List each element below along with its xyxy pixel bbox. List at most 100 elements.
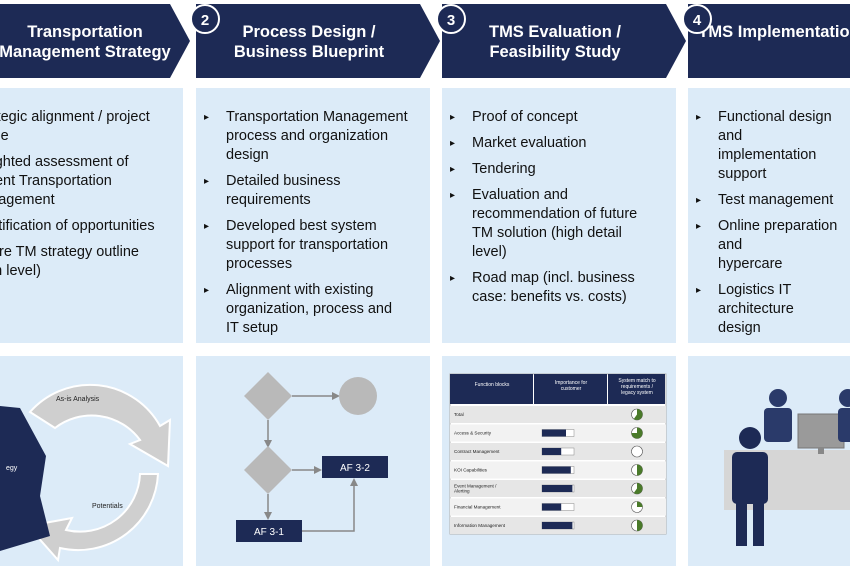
monitor — [797, 413, 845, 449]
eval-header-text: legacy system — [621, 390, 653, 396]
phase-bullet-list: ▸Strategic alignment / project scope ▸Wei… — [0, 108, 155, 288]
phase-bullet-list: ▸ Proof of concept ▸ Market evaluation ▸ Tend… — [450, 108, 638, 314]
bullet-text: Proof of concept — [472, 109, 578, 125]
end-circle — [339, 377, 377, 415]
phase-header-2: Process Design / Business Blueprint — [196, 4, 440, 78]
bullet-text: Future TM strategy outline (high level) — [0, 244, 139, 279]
bullet-text: Tendering — [472, 161, 536, 177]
flow-panel: AF 3-1 AF 3-2 — [196, 356, 430, 566]
eval-row-label: Alerting — [454, 489, 470, 494]
eval-bar-fill — [542, 485, 573, 492]
eval-header-cell — [608, 374, 665, 404]
phase-bullet-list: ▸ Transportation Management process and o… — [204, 108, 408, 345]
eval-header-text: System match to — [618, 378, 655, 384]
decision-diamond-top — [244, 372, 292, 420]
eval-harvey-fill — [631, 427, 643, 439]
phase-title: TMS Evaluation / Feasibility Study — [488, 23, 622, 61]
bullet-text: Logistics IT architecture design — [718, 282, 794, 336]
bullet-marker-icon: ▸ — [696, 112, 702, 123]
af-3-1-box — [236, 520, 302, 542]
bullet-marker-icon: ▸ — [450, 164, 456, 175]
af-3-1-label: AF 3-1 — [254, 527, 284, 538]
bullet-text: Evaluation and recommendation of future … — [472, 187, 638, 260]
bullet-text: Online preparation and hypercare — [718, 218, 838, 272]
eval-row — [450, 406, 666, 423]
af-3-2-box — [322, 456, 388, 478]
bullet-item: ▸ Online preparation and hypercare — [696, 217, 850, 274]
eval-bar-fill — [542, 448, 562, 455]
phase-bullet-list: ▸ Functional design and implementation su… — [696, 108, 850, 345]
bullet-text: Market evaluation — [472, 135, 587, 151]
bullet-item: ▸ Developed best system support for trans… — [204, 217, 408, 274]
cycle-arrow-top — [28, 383, 172, 468]
eval-harvey-fill — [637, 520, 643, 531]
eval-header-text: requirements / — [621, 384, 654, 390]
eval-harvey-fill — [637, 501, 643, 507]
bullet-item: ▸ Proof of concept — [450, 108, 637, 127]
bullet-marker-icon: ▸ — [204, 221, 210, 232]
bullet-text: Functional design and implementation sup… — [718, 109, 832, 182]
bullet-text: Transportation Management process and or… — [226, 109, 408, 163]
eval-row-label: Event Management / — [454, 484, 497, 489]
eval-bar-fill — [542, 429, 566, 437]
bullet-item: ▸Future TM strategy outline (high level) — [0, 243, 155, 281]
bullet-item: ▸ Transportation Management process and o… — [204, 108, 408, 165]
bullet-marker-icon: ▸ — [204, 112, 210, 123]
eval-header-cell — [450, 374, 533, 404]
bullet-marker-icon: ▸ — [450, 273, 456, 284]
phase-number-badge: 4 — [682, 4, 712, 34]
cycle-label-asis: As-is Analysis — [56, 396, 100, 403]
bullet-item: ▸ Market evaluation — [450, 134, 637, 153]
eval-harvey-fill — [637, 464, 643, 476]
bullet-marker-icon: ▸ — [450, 112, 456, 123]
cycle-label-strategy: egy — [6, 465, 18, 472]
bullet-item: ▸ Road map (incl. business case: benefits… — [450, 269, 637, 307]
bullet-text: Weighted assessment of current Transport… — [0, 154, 129, 208]
bullet-item: ▸ Functional design and implementation su… — [696, 108, 850, 184]
phase-header-3: TMS Evaluation / Feasibility Study — [442, 4, 686, 78]
eval-bar-fill — [542, 503, 562, 511]
bullet-marker-icon: ▸ — [450, 138, 456, 149]
bullet-item: ▸ Detailed business requirements — [204, 172, 408, 210]
eval-header-text: customer — [561, 386, 582, 392]
bullet-text: Road map (incl. business case: benefits … — [472, 270, 635, 305]
bullet-text: Test management — [718, 192, 834, 208]
team-illustration — [724, 389, 850, 546]
phase-number-badge: 2 — [190, 4, 220, 34]
eval-bar-fill — [542, 522, 573, 529]
phase-title: Transportation Management Strategy — [0, 23, 171, 61]
people-panel — [688, 356, 850, 566]
cycle-arrow-bottom — [26, 473, 160, 563]
phase-panel-2: ▸ Transportation Management process and o… — [196, 88, 430, 343]
phase-panel-4: ▸ Functional design and implementation su… — [688, 88, 850, 343]
person-standing — [764, 389, 792, 442]
bullet-text: Alignment with existing organization, pr… — [226, 282, 393, 336]
bullet-item: ▸Weighted assessment of current Transpor… — [0, 153, 155, 210]
phase-title: TMS Implementation — [698, 23, 850, 41]
cycle-panel: As-is Analysis egy Potentials — [0, 356, 183, 566]
cycle-label-potentials: Potentials — [92, 503, 123, 510]
eval-row-label: Total — [454, 412, 464, 417]
bullet-item: ▸Strategic alignment / project scope — [0, 108, 155, 146]
person-front — [732, 427, 768, 546]
eval-header-text: Importance for — [555, 380, 588, 386]
eval-row-label: KOI Capabilities — [454, 468, 488, 473]
bullet-marker-icon: ▸ — [450, 190, 456, 201]
bullet-marker-icon: ▸ — [696, 221, 702, 232]
eval-harvey-fill — [633, 483, 643, 494]
eval-bar-fill — [542, 466, 571, 474]
eval-harvey-ball — [631, 445, 643, 458]
eval-row-label: Financial Management — [454, 505, 501, 510]
bullet-item: ▸ Tendering — [450, 160, 637, 179]
phase-header-4: TMS Implementation — [688, 4, 850, 78]
person-right — [838, 389, 850, 442]
cycle-strategy-segment — [0, 406, 50, 551]
eval-header-text: Function blocks — [475, 382, 510, 388]
cycle-diagram: As-is Analysis egy Potentials — [0, 383, 172, 563]
eval-harvey-fill — [633, 409, 643, 420]
bullet-item: ▸Identification of opportunities — [0, 217, 155, 236]
bullet-marker-icon: ▸ — [204, 176, 210, 187]
eval-panel: Function blocks Importance for customer Sys… — [442, 356, 676, 566]
bullet-text: Detailed business requirements — [226, 173, 341, 208]
